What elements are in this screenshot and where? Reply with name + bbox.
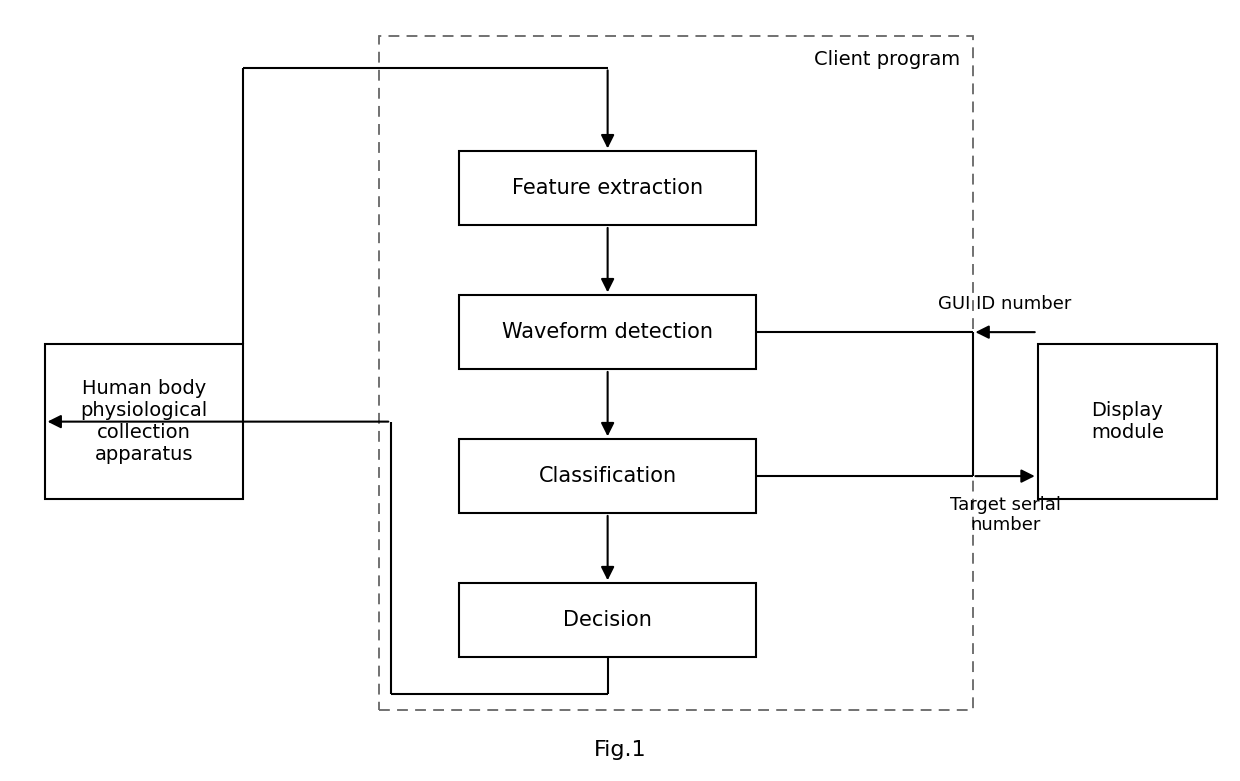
Text: Waveform detection: Waveform detection <box>502 322 713 342</box>
Bar <box>459 295 756 369</box>
Text: Fig.1: Fig.1 <box>594 740 646 760</box>
Text: Target serial
number: Target serial number <box>950 496 1060 534</box>
Bar <box>459 152 756 225</box>
Text: Client program: Client program <box>815 51 960 70</box>
Text: Feature extraction: Feature extraction <box>512 178 703 198</box>
Bar <box>378 37 972 710</box>
Text: Decision: Decision <box>563 610 652 630</box>
Bar <box>459 583 756 657</box>
Text: GUI ID number: GUI ID number <box>939 294 1071 312</box>
Bar <box>1038 344 1216 500</box>
Bar <box>45 344 243 500</box>
Text: Display
module: Display module <box>1091 401 1164 442</box>
Bar <box>459 439 756 513</box>
Text: Classification: Classification <box>538 466 677 486</box>
Text: Human body
physiological
collection
apparatus: Human body physiological collection appa… <box>81 379 207 464</box>
